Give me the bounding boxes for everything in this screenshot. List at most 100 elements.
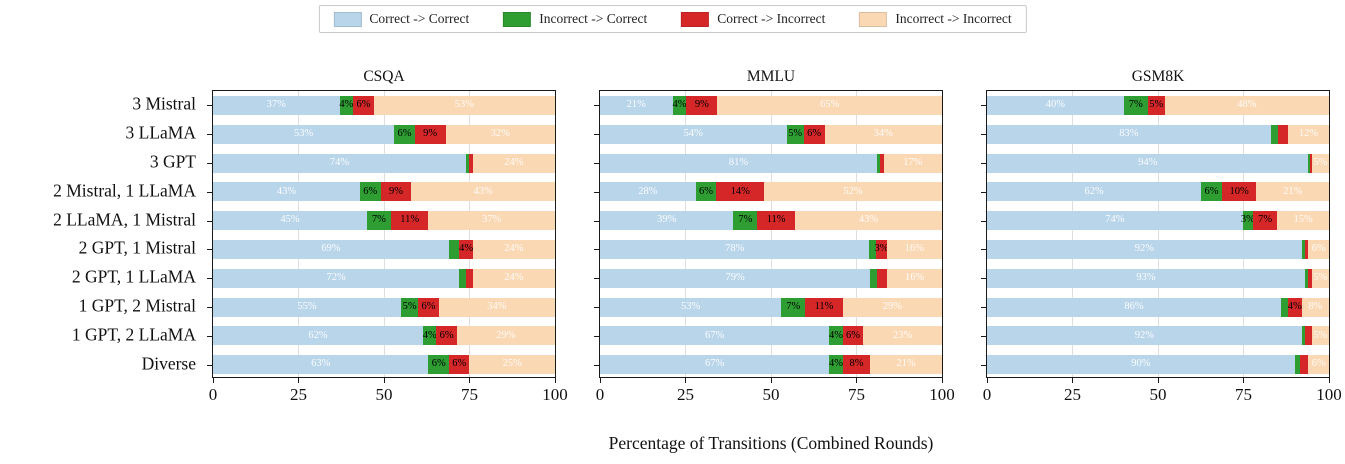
legend-item-incorrect-correct: Incorrect -> Correct xyxy=(503,11,647,27)
y-tick-mark xyxy=(207,163,212,164)
bar-value-label: 10% xyxy=(1229,185,1249,197)
legend-swatch-incorrect-incorrect xyxy=(859,11,888,27)
bar-segment-incorrect-correct: 4% xyxy=(672,95,687,115)
bar-segment-correct-incorrect: 8% xyxy=(842,355,871,375)
bar-segment-correct-incorrect: 14% xyxy=(716,182,765,202)
bar-segment-incorrect-incorrect: 48% xyxy=(1164,95,1329,115)
x-tick-mark xyxy=(469,378,470,383)
bar-value-label: 24% xyxy=(504,156,524,168)
x-tick-label: 100 xyxy=(929,385,955,404)
bar-segment-incorrect-incorrect: 16% xyxy=(887,268,942,288)
gridline xyxy=(469,91,470,377)
bar-value-label: 43% xyxy=(858,214,879,226)
bar-segment-incorrect-incorrect: 6% xyxy=(1308,355,1329,375)
bar-segment-incorrect-incorrect: 21% xyxy=(1256,182,1329,202)
bar-row-2-mistral-1-llama: 62% 6% 10% 21% xyxy=(987,182,1329,202)
bar-segment-correct-incorrect xyxy=(466,268,473,288)
bar-segment-incorrect-correct xyxy=(869,239,877,259)
bar-segment-incorrect-incorrect: 43% xyxy=(411,182,555,202)
bar-value-label: 92% xyxy=(1134,243,1154,255)
bar-value-label: 7% xyxy=(1258,214,1273,226)
bar-segment-correct-correct: 62% xyxy=(987,182,1202,202)
bar-value-label: 63% xyxy=(311,358,331,370)
bar-value-label: 53% xyxy=(681,300,701,312)
y-tick-mark xyxy=(981,134,986,136)
bar-value-label: 16% xyxy=(904,243,924,255)
bar-row-1-gpt-2-llama: 67% 4% 6% 23% xyxy=(600,326,942,346)
bar-segment-incorrect-correct: 4% xyxy=(829,355,843,375)
bar-value-label: 7% xyxy=(371,214,386,226)
bar-segment-correct-correct: 78% xyxy=(600,239,870,259)
bar-segment-correct-incorrect: 7% xyxy=(1252,211,1278,231)
bar-segment-incorrect-correct: 3% xyxy=(1241,211,1255,231)
bar-value-label: 11% xyxy=(814,300,834,312)
bar-segment-correct-incorrect: 9% xyxy=(686,95,718,115)
bar-segment-incorrect-correct xyxy=(1301,239,1306,259)
bar-value-label: 24% xyxy=(504,243,524,255)
bar-segment-correct-correct: 93% xyxy=(987,268,1306,288)
bar-segment-incorrect-incorrect: 6% xyxy=(1308,239,1329,259)
bar-segment-correct-correct: 43% xyxy=(213,182,361,202)
bar-value-label: 29% xyxy=(496,329,516,341)
bar-value-label: 43% xyxy=(276,185,297,197)
bar-segment-incorrect-correct: 4% xyxy=(828,326,843,346)
bar-segment-correct-incorrect: 6% xyxy=(448,355,470,375)
bar-row-3-gpt: 74% 24% xyxy=(213,153,555,173)
bar-segment-incorrect-correct: 5% xyxy=(786,124,804,144)
bar-value-label: 6% xyxy=(699,185,713,197)
gridline xyxy=(1157,91,1159,377)
bar-value-label: 6% xyxy=(421,300,436,312)
bar-segment-correct-incorrect: 11% xyxy=(390,211,429,231)
bar-row-2-gpt-1-mistral: 92% 6% xyxy=(987,239,1329,259)
x-tick-mark xyxy=(941,378,943,383)
bar-value-label: 5% xyxy=(1313,329,1328,341)
bar-segment-correct-correct: 39% xyxy=(600,211,734,231)
bar-segment-incorrect-incorrect: 8% xyxy=(1301,297,1329,317)
bar-segment-correct-incorrect xyxy=(469,153,473,173)
y-tick-mark xyxy=(594,278,599,280)
legend-item-correct-correct: Correct -> Correct xyxy=(333,11,469,27)
bar-segment-correct-incorrect: 11% xyxy=(757,211,795,231)
x-tick-label: 50 xyxy=(1149,385,1167,404)
bar-row-2-llama-1-mistral: 39% 7% 11% 43% xyxy=(600,211,942,231)
x-tick-label: 75 xyxy=(848,385,865,404)
x-tick-label: 25 xyxy=(677,385,694,404)
bar-segment-incorrect-correct: 6% xyxy=(360,182,381,202)
bar-value-label: 4% xyxy=(828,329,843,341)
bar-value-label: 6% xyxy=(846,329,861,341)
bar-value-label: 6% xyxy=(1204,185,1219,197)
bar-segment-correct-correct: 74% xyxy=(213,153,467,173)
x-tick-mark xyxy=(1072,378,1073,383)
bar-segment-incorrect-correct xyxy=(870,268,877,288)
bar-value-label: 78% xyxy=(725,243,745,255)
y-tick-mark xyxy=(981,335,986,337)
y-tick-mark xyxy=(594,307,599,308)
bar-value-label: 9% xyxy=(388,185,403,197)
y-tick-label: 3 GPT xyxy=(149,151,196,172)
bar-value-label: 6% xyxy=(356,99,371,111)
y-tick-mark xyxy=(594,134,599,136)
bar-segment-incorrect-correct: 7% xyxy=(366,211,391,231)
bar-segment-correct-incorrect xyxy=(877,268,888,288)
bar-segment-correct-correct: 72% xyxy=(213,268,460,288)
bar-value-label: 5% xyxy=(1149,99,1164,111)
legend: Correct -> Correct Incorrect -> Correct … xyxy=(318,5,1027,33)
bar-segment-incorrect-incorrect: 37% xyxy=(428,211,555,231)
bar-value-label: 40% xyxy=(1045,99,1066,111)
bar-segment-correct-correct: 86% xyxy=(987,297,1282,317)
x-tick-label: 75 xyxy=(461,385,478,404)
bar-row-3-llama: 83% 12% xyxy=(987,124,1329,144)
bar-segment-correct-incorrect: 6% xyxy=(842,326,864,346)
bar-row-1-gpt-2-mistral: 53% 7% 11% 29% xyxy=(600,297,942,317)
bar-segment-correct-incorrect xyxy=(1299,355,1309,375)
y-tick-mark xyxy=(207,307,212,308)
bar-value-label: 4% xyxy=(672,99,687,111)
bar-value-label: 6% xyxy=(397,127,412,139)
bar-segment-incorrect-correct xyxy=(466,153,470,173)
y-tick-mark xyxy=(594,163,599,164)
bar-value-label: 7% xyxy=(738,214,753,226)
bar-value-label: 9% xyxy=(423,127,438,139)
bar-row-2-gpt-1-llama: 72% 24% xyxy=(213,268,555,288)
bar-value-label: 4% xyxy=(1287,300,1302,312)
bar-value-label: 69% xyxy=(321,243,341,255)
